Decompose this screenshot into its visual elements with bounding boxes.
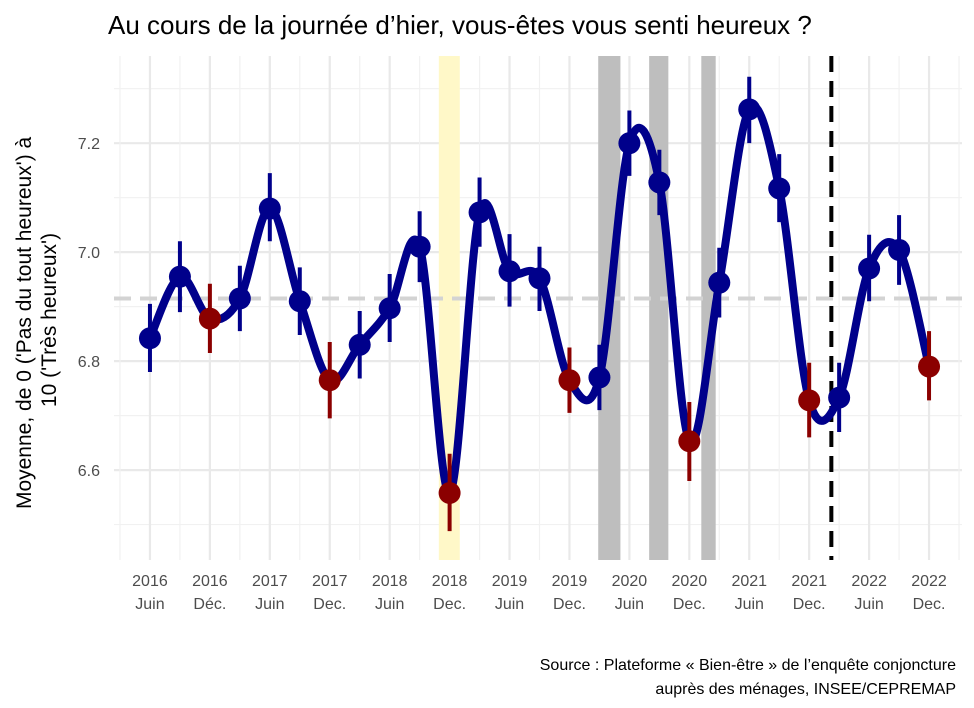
x-tick-sublabel: Juin <box>854 596 883 613</box>
point <box>258 197 281 220</box>
point-december <box>678 430 701 453</box>
point <box>528 267 551 290</box>
highlight-band <box>701 56 716 560</box>
point <box>228 287 251 310</box>
point <box>408 235 431 258</box>
x-tick-sublabel: Dec. <box>433 596 466 613</box>
point <box>828 386 851 409</box>
y-axis-label-line-2: 10 ('Très heureux') <box>38 233 61 407</box>
x-tick-sublabel: Dec. <box>913 596 946 613</box>
y-tick-label: 6.6 <box>78 463 100 480</box>
x-tick-sublabel: Juin <box>495 596 524 613</box>
x-tick-label: 2018 <box>432 573 468 590</box>
x-tick-sublabel: Juin <box>135 596 164 613</box>
point <box>138 327 161 350</box>
x-tick-sublabel: Dec. <box>673 596 706 613</box>
x-tick-label: 2018 <box>372 573 408 590</box>
point <box>588 366 611 389</box>
point <box>858 257 881 280</box>
x-tick-label: 2019 <box>492 573 528 590</box>
caption-line-2: auprès des ménages, INSEE/CEPREMAP <box>655 681 956 698</box>
y-axis-label: Moyenne, de 0 ('Pas du tout heureux') à … <box>13 131 61 509</box>
x-tick-label: 2022 <box>851 573 887 590</box>
y-axis-label-line-1: Moyenne, de 0 ('Pas du tout heureux') à <box>13 136 36 509</box>
x-tick-label: 2019 <box>552 573 588 590</box>
x-tick-label: 2021 <box>731 573 767 590</box>
data-points <box>138 98 941 504</box>
point <box>288 290 311 313</box>
x-tick-sublabel: Dec. <box>313 596 346 613</box>
point-december <box>318 369 341 392</box>
x-tick-sublabel: Dec. <box>553 596 586 613</box>
x-tick-sublabel: Dec. <box>793 596 826 613</box>
x-tick-label: 2017 <box>252 573 288 590</box>
x-tick-sublabel: Juin <box>255 596 284 613</box>
point <box>348 333 371 356</box>
x-axis-ticks: 2016 Juin 2016 Déc. 2017 Juin 2017 Dec. 2018 Juin… <box>132 573 947 613</box>
x-tick-label: 2017 <box>312 573 348 590</box>
x-tick-label: 2021 <box>791 573 827 590</box>
chart-title: Au cours de la journée d’hier, vous-êtes… <box>108 10 812 40</box>
x-tick-sublabel: Juin <box>375 596 404 613</box>
point <box>168 265 191 288</box>
point <box>738 98 761 121</box>
point-december <box>798 389 821 412</box>
x-tick-label: 2022 <box>911 573 947 590</box>
point-december <box>558 369 581 392</box>
y-axis-ticks: 6.6 6.8 7.0 7.2 <box>78 136 100 480</box>
y-tick-label: 7.0 <box>78 245 100 262</box>
point <box>648 171 671 194</box>
highlight-band <box>649 56 669 560</box>
point <box>378 297 401 320</box>
highlight-band <box>438 56 460 560</box>
x-tick-label: 2020 <box>612 573 648 590</box>
x-tick-sublabel: Juin <box>615 596 644 613</box>
x-tick-label: 2016 <box>132 573 168 590</box>
point <box>618 132 641 155</box>
point <box>768 177 791 200</box>
x-tick-label: 2020 <box>672 573 708 590</box>
point <box>498 260 521 283</box>
x-tick-sublabel: Juin <box>735 596 764 613</box>
caption-line-1: Source : Plateforme « Bien-être » de l’e… <box>540 657 956 674</box>
point-december <box>438 481 461 504</box>
point <box>708 271 731 294</box>
point-december <box>918 355 941 378</box>
error-bars <box>147 76 932 532</box>
x-tick-sublabel: Déc. <box>193 596 226 613</box>
point <box>888 238 911 261</box>
y-tick-label: 7.2 <box>78 136 100 153</box>
y-tick-label: 6.8 <box>78 354 100 371</box>
x-tick-label: 2016 <box>192 573 228 590</box>
point-december <box>198 307 221 330</box>
point <box>468 201 491 224</box>
